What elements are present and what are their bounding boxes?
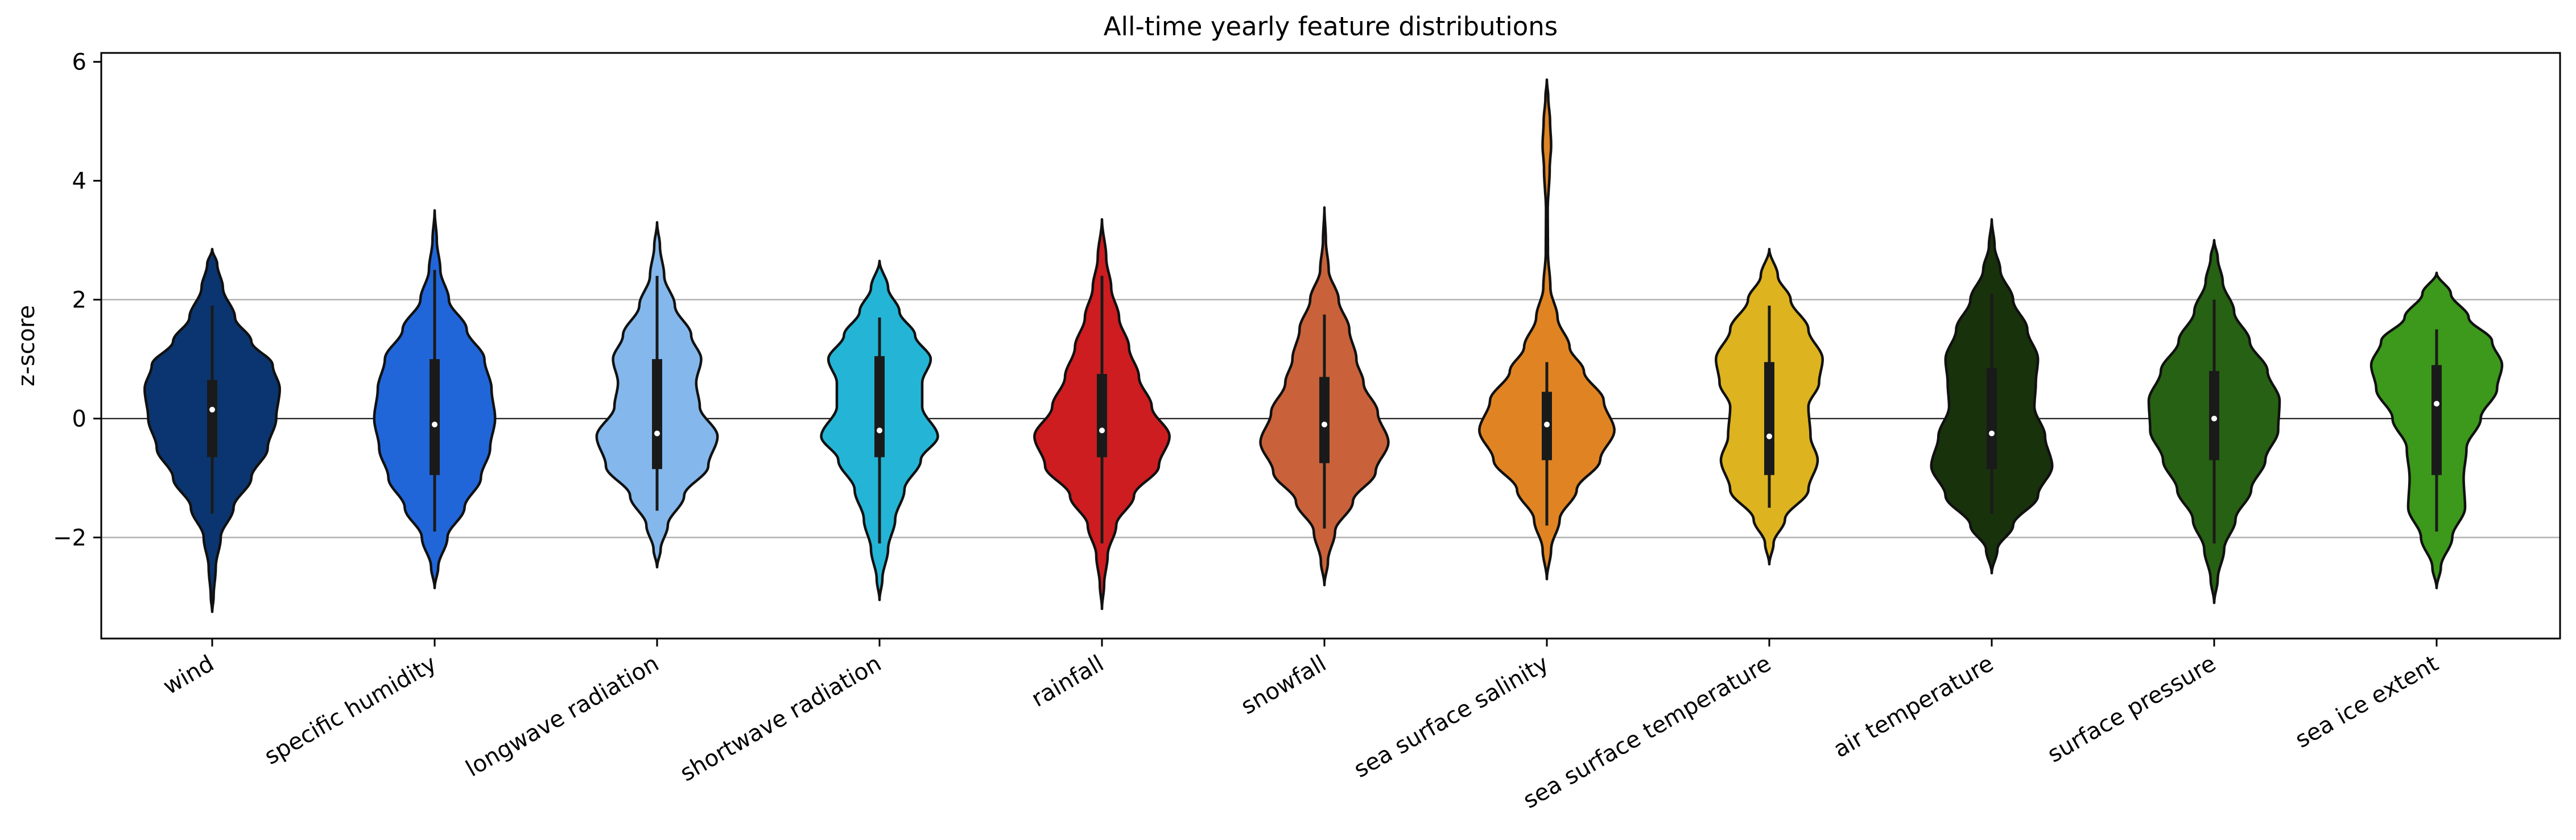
violin-median (1544, 421, 1550, 427)
violin-iqr-box (207, 380, 217, 458)
plot-frame (100, 52, 2561, 640)
violin-median (432, 421, 437, 427)
violin-iqr-box (652, 359, 662, 470)
y-tick-label: 2 (72, 287, 86, 314)
x-tick-label: shortwave radiation (676, 650, 886, 787)
violin-median (1766, 433, 1772, 439)
violin-air-temperature (1930, 218, 2054, 575)
x-tick-label: snowfall (1237, 650, 1331, 720)
x-tick-label: sea surface salinity (1349, 650, 1553, 783)
x-axis: wind specific humidity longwave radiation s… (159, 639, 2443, 814)
y-axis-label: z-score (14, 305, 40, 386)
violin-iqr-box (2209, 370, 2219, 460)
x-tick-label: longwave radiation (461, 650, 663, 782)
violin-median (209, 406, 215, 413)
x-tick-label: surface pressure (2043, 650, 2220, 768)
violin-rainfall (1033, 218, 1171, 611)
violin-iqr-box (1987, 368, 1997, 470)
violin-longwave-radiation (595, 221, 719, 569)
violin-iqr-box (430, 359, 440, 475)
x-tick-label: wind (159, 650, 218, 700)
violin-iqr-box (1764, 362, 1774, 475)
violin-median (1989, 430, 1995, 437)
violin-wind (143, 248, 281, 613)
violin-median (2434, 401, 2439, 407)
violin-snowfall (1259, 206, 1390, 587)
violin-surface-pressure (2147, 238, 2281, 604)
x-tick-label: air temperature (1829, 650, 1998, 763)
y-tick-label: 6 (72, 50, 86, 76)
violin-specific-humidity (373, 209, 497, 590)
violin-iqr-box (2431, 365, 2442, 475)
y-tick-label: 0 (72, 406, 86, 432)
violin-median (877, 427, 882, 434)
x-tick-label: sea ice extent (2291, 650, 2443, 753)
violin-iqr-box (874, 356, 885, 458)
x-tick-label: specific humidity (260, 650, 441, 770)
x-tick-label: sea surface temperature (1519, 650, 1776, 814)
violin-iqr-box (1097, 374, 1107, 458)
violin-median (654, 430, 660, 437)
violin-sea-surface-salinity (1478, 78, 1616, 580)
violin-sea-surface-temperature (1715, 248, 1824, 566)
violin-median (1322, 421, 1327, 427)
y-tick-label: 4 (72, 168, 86, 195)
y-axis: −2 0 2 4 6 (53, 50, 101, 551)
violin-median (2211, 415, 2217, 422)
violin-series (143, 78, 2504, 613)
x-tick-label: rainfall (1027, 650, 1108, 713)
y-tick-label: −2 (53, 525, 86, 551)
chart-title: All-time yearly feature distributions (1104, 11, 1558, 42)
violin-shortwave-radiation (820, 260, 939, 602)
violin-median (1099, 427, 1105, 434)
violin-iqr-box (1319, 377, 1330, 463)
violin-body (1478, 78, 1616, 580)
violin-sea-ice-extent (2369, 271, 2504, 590)
